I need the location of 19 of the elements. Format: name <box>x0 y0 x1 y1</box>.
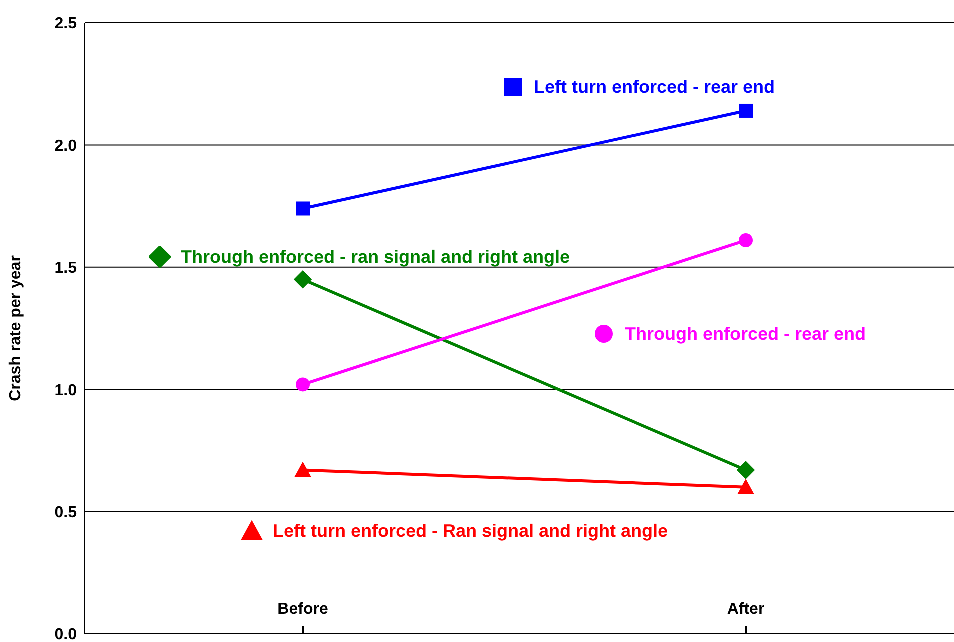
point <box>296 378 310 392</box>
y-tick-label: 2.5 <box>54 16 78 33</box>
y-axis-title: Crash rate per year <box>8 256 25 402</box>
legend-label: Through enforced - ran signal and right angle <box>181 246 570 268</box>
x-tick-label: Before <box>278 601 328 618</box>
legend-label: Left turn enforced - Ran signal and right angle <box>273 520 668 542</box>
point <box>294 270 312 289</box>
y-tick-label: 0.0 <box>54 626 78 642</box>
legend-label: Through enforced - rear end <box>625 324 866 344</box>
point <box>296 202 310 216</box>
point <box>736 461 756 480</box>
x-tick-label: After <box>727 601 765 618</box>
point <box>739 104 753 118</box>
point <box>739 234 753 248</box>
legend-label: Left turn enforced - rear end <box>534 76 776 98</box>
y-tick-label: 0.5 <box>54 504 78 522</box>
y-tick-label: 1.0 <box>54 382 78 400</box>
y-tick-label: 2.0 <box>54 138 78 155</box>
y-tick-label: 1.5 <box>54 260 78 278</box>
